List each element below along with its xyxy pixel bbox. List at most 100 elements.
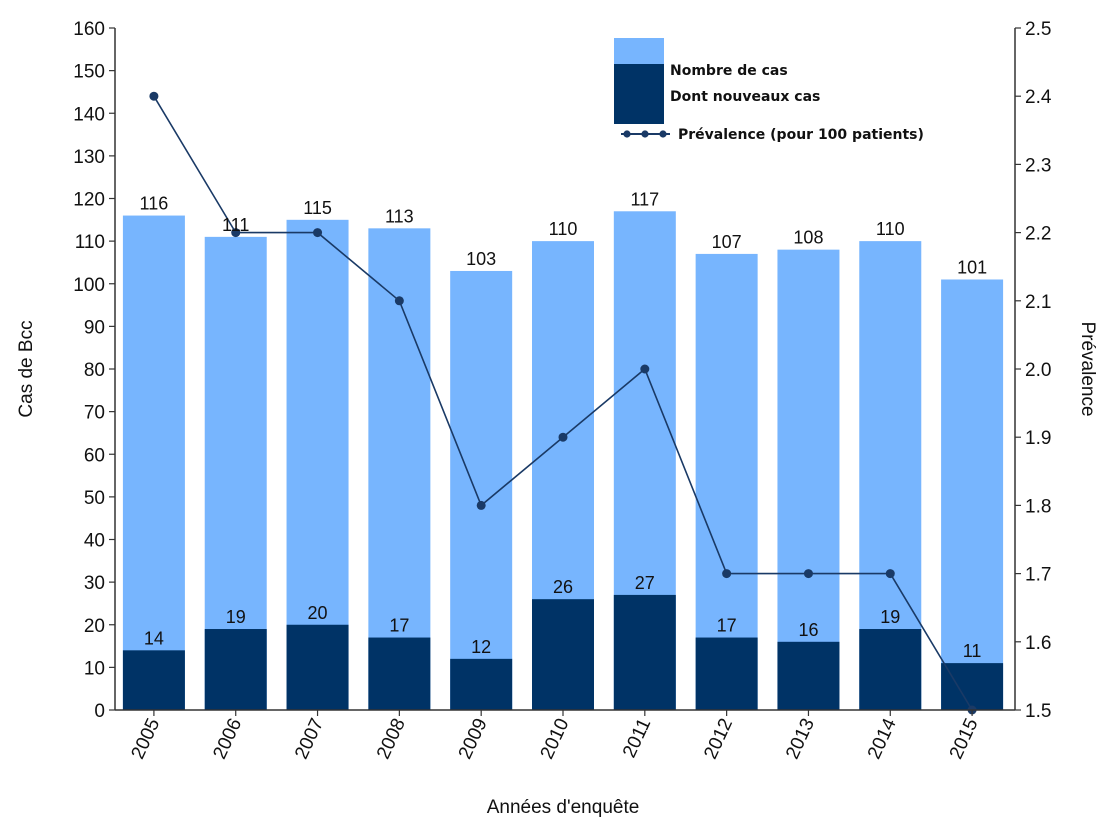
y-tick-label-20: 20 [84,616,105,637]
label-total-2005: 116 [140,194,169,214]
x-tick-label-2011: 2011 [619,715,655,761]
label-total-2009: 103 [466,249,496,269]
bar-new-2008 [368,637,431,710]
x-tick-label-2013: 2013 [782,715,819,762]
y2-tick-label-1.7: 1.7 [1025,565,1051,586]
y2-tick-label-1.6: 1.6 [1025,633,1051,654]
label-new-2012: 17 [717,616,737,636]
bar-total-2012 [695,253,758,710]
y-tick-label-50: 50 [84,488,105,509]
legend-label-prevalence: Prévalence (pour 100 patients) [678,127,924,143]
x-tick-label-2005: 2005 [128,715,165,762]
x-tick-label-2006: 2006 [209,715,246,762]
label-new-2014: 19 [880,607,900,627]
label-new-2008: 17 [389,616,409,636]
y2-tick-label-1.8: 1.8 [1025,496,1051,517]
bar-new-2007 [286,624,349,710]
y-tick-label-100: 100 [73,275,105,296]
label-new-2005: 14 [144,628,164,648]
bar-new-2013 [777,641,840,710]
y2-tick-label-2.0: 2.0 [1025,360,1051,381]
bar-new-2012 [695,637,758,710]
y-tick-label-90: 90 [84,317,105,338]
label-new-2010: 26 [553,577,573,597]
prevalence-point-2008 [394,296,404,306]
label-total-2011: 117 [630,189,659,209]
bar-new-2009 [450,658,513,710]
bar-total-2015 [941,279,1004,710]
bar-new-2015 [941,663,1004,710]
y2-tick-label-2.5: 2.5 [1025,19,1051,40]
label-total-2015: 101 [957,257,987,277]
bar-new-2006 [204,629,267,710]
y-tick-label-80: 80 [84,360,105,381]
x-tick-label-2009: 2009 [455,715,492,762]
y2-tick-label-2.4: 2.4 [1025,87,1052,108]
y2-tick-label-2.3: 2.3 [1025,155,1051,176]
x-tick-label-2010: 2010 [537,715,574,762]
y-tick-label-40: 40 [84,531,105,552]
label-new-2009: 12 [471,637,491,657]
x-tick-label-2008: 2008 [373,715,410,762]
legend-swatch-dont-nouveaux-cas [614,64,664,124]
y-tick-label-60: 60 [84,445,105,466]
y2-tick-label-1.9: 1.9 [1025,428,1051,449]
legend-swatch-nombre-de-cas [614,38,664,64]
bar-total-2013 [777,249,840,710]
bar-new-2011 [613,594,676,710]
prevalence-point-2009 [476,500,486,510]
legend-label-dont-nouveaux-cas: Dont nouveaux cas [670,89,820,105]
data-labels-layer: 116 14 111 19 115 20 113 17 103 12 110 26 117 27 107 17… [140,189,988,661]
bar-total-2009 [450,270,513,710]
prevalence-point-2006 [231,228,241,238]
prevalence-point-2013 [803,569,813,579]
label-new-2007: 20 [308,603,328,623]
label-total-2007: 115 [303,198,332,218]
y-tick-label-110: 110 [75,232,105,253]
y-tick-label-140: 140 [73,104,105,125]
label-new-2006: 19 [226,607,246,627]
y-tick-label-120: 120 [73,190,105,211]
prevalence-point-2012 [722,569,732,579]
y2-axis-title: Prévalence [1077,321,1098,416]
y-tick-label-10: 10 [84,658,105,679]
bar-total-2005 [122,215,185,711]
prevalence-point-2010 [558,432,568,442]
x-tick-label-2007: 2007 [291,715,328,762]
label-new-2011: 27 [635,573,655,593]
prevalence-point-2011 [640,364,650,374]
label-total-2012: 107 [712,232,742,252]
label-total-2010: 110 [549,219,578,239]
legend-marker-2 [641,130,649,138]
bar-new-2005 [122,650,185,710]
y-tick-label-30: 30 [84,573,105,594]
bars-layer [122,211,1004,711]
y-tick-label-130: 130 [73,147,105,168]
y-tick-label-150: 150 [73,62,105,83]
legend-label-nombre-de-cas: Nombre de cas [670,63,788,79]
label-total-2013: 108 [793,228,823,248]
y2-tick-label-1.5: 1.5 [1025,701,1051,722]
prevalence-point-2007 [313,228,323,238]
legend-marker-1 [623,130,631,138]
bar-new-2014 [859,629,922,710]
y2-tick-label-2.1: 2.1 [1025,292,1051,313]
bar-new-2010 [532,599,594,710]
label-total-2014: 110 [876,219,905,239]
x-axis-title: Années d'enquête [487,797,640,818]
label-new-2013: 16 [798,620,818,640]
y2-tick-label-2.2: 2.2 [1025,224,1051,245]
label-total-2008: 113 [385,206,414,226]
bar-total-2008 [368,228,431,710]
label-new-2015: 11 [963,641,982,661]
prevalence-point-2014 [885,569,895,579]
x-tick-label-2015: 2015 [946,715,983,762]
x-tick-label-2014: 2014 [864,715,901,763]
legend: Nombre de cas Dont nouveaux cas Prévalen… [614,38,924,143]
y-tick-label-160: 160 [73,19,105,40]
y-tick-label-0: 0 [94,701,105,722]
y-axis-title: Cas de Bcc [16,320,37,417]
y-tick-label-70: 70 [84,403,105,424]
prevalence-line-layer [149,91,977,715]
